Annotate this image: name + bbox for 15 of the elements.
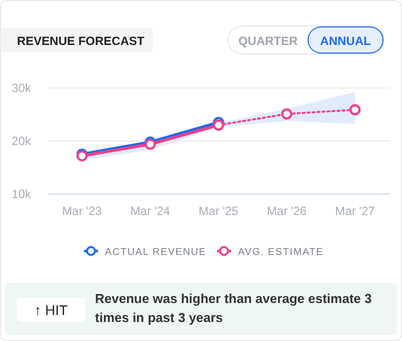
- text: QUARTER: [238, 34, 298, 48]
- text: Revenue was higher than average estimate 3 times in past 3 years: [95, 290, 373, 327]
- y-tick-label: 20k: [12, 134, 32, 148]
- x-tick-label: Mar '23: [62, 204, 102, 218]
- chart-title: REVENUE FORECAST: [17, 34, 146, 48]
- x-tick-label: Mar '24: [130, 204, 170, 218]
- legend-label: AVG. ESTIMATE: [238, 247, 324, 258]
- x-tick-label: Mar '27: [335, 204, 376, 218]
- text: ANNUAL: [320, 34, 371, 48]
- y-tick-label: 10k: [12, 187, 32, 201]
- y-tick-label: 30k: [12, 81, 32, 95]
- legend-label: ACTUAL REVENUE: [105, 247, 206, 258]
- x-tick-label: Mar '26: [266, 204, 307, 218]
- text: ↑ HIT: [34, 302, 68, 318]
- x-tick-label: Mar '25: [198, 204, 239, 218]
